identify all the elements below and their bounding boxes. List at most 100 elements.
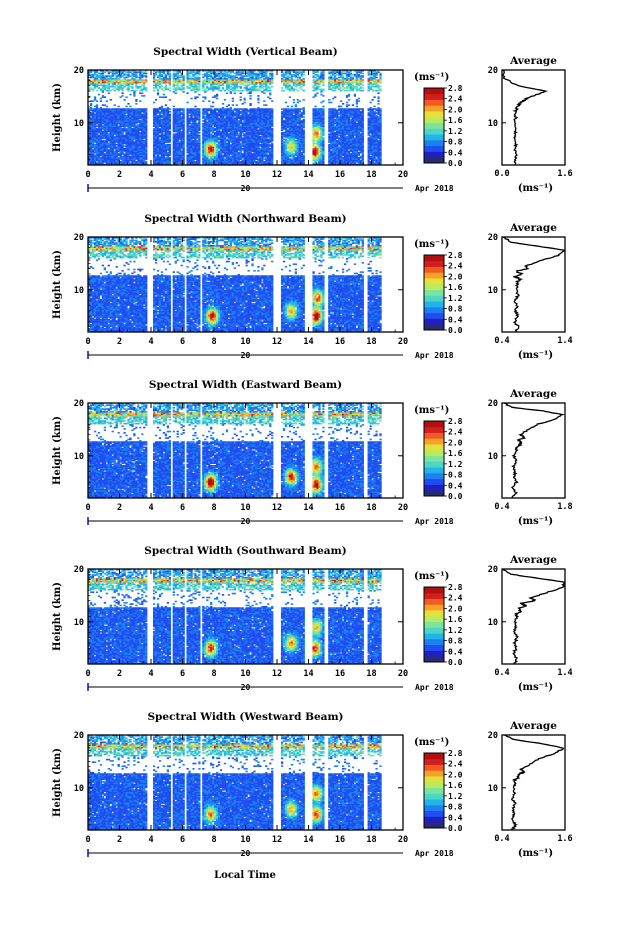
heatmap-cell <box>98 79 100 81</box>
heatmap-cell <box>226 143 228 145</box>
heatmap-cell <box>94 77 96 79</box>
heatmap-cell <box>194 108 196 110</box>
heatmap-cell <box>155 156 157 158</box>
heatmap-cell <box>157 115 159 117</box>
heatmap-cell <box>220 131 222 133</box>
heatmap-cell <box>135 90 137 92</box>
heatmap-cell <box>186 86 188 88</box>
heatmap-cell <box>183 91 185 93</box>
heatmap-cell <box>218 108 220 110</box>
heatmap-cell <box>198 77 200 79</box>
heatmap-cell <box>102 108 104 110</box>
heatmap-cell <box>94 154 96 156</box>
heatmap-cell <box>114 104 116 106</box>
heatmap-cell <box>139 90 141 92</box>
heatmap-cell <box>194 71 196 73</box>
heatmap-cell <box>190 77 192 79</box>
heatmap-cell <box>102 104 104 106</box>
heatmap-cell <box>161 74 163 76</box>
heatmap-cell <box>169 114 171 116</box>
heatmap-cell <box>90 87 92 89</box>
heatmap-cell <box>212 127 214 129</box>
heatmap-cell <box>155 79 157 81</box>
heatmap-cell <box>104 96 106 98</box>
heatmap-cell <box>121 92 123 94</box>
heatmap-cell <box>121 75 123 77</box>
heatmap-title: Spectral Width (Vertical Beam) <box>153 46 337 58</box>
heatmap-cell <box>94 106 96 108</box>
heatmap-cell <box>125 108 127 110</box>
heatmap-cell <box>228 108 230 110</box>
heatmap-cell <box>123 86 125 88</box>
heatmap-cell <box>157 92 159 94</box>
heatmap-cell <box>188 87 190 89</box>
heatmap-cell <box>100 88 102 90</box>
heatmap-cell <box>216 86 218 88</box>
heatmap-cell <box>90 103 92 105</box>
heatmap-cell <box>198 132 200 134</box>
heatmap-cell <box>129 86 131 88</box>
heatmap-cell <box>135 125 137 127</box>
heatmap-cell <box>120 79 122 81</box>
heatmap-cell <box>98 73 100 75</box>
heatmap-cell <box>123 73 125 75</box>
heatmap-cell <box>100 157 102 159</box>
heatmap-cell <box>153 128 155 130</box>
heatmap-cell <box>121 108 123 110</box>
heatmap-cell <box>181 131 183 133</box>
heatmap-cell <box>104 71 106 73</box>
heatmap-cell <box>163 108 165 110</box>
heatmap-cell <box>228 90 230 92</box>
heatmap-cell <box>190 108 192 110</box>
heatmap-cell <box>165 144 167 146</box>
heatmap-cell <box>226 92 228 94</box>
heatmap-cell <box>137 71 139 73</box>
heatmap-cell <box>127 108 129 110</box>
heatmap-cell <box>159 156 161 158</box>
heatmap-cell <box>137 77 139 79</box>
heatmap-cell <box>194 161 196 163</box>
heatmap-cell <box>204 96 206 98</box>
heatmap-cell <box>104 75 106 77</box>
heatmap-cell <box>222 107 224 109</box>
heatmap-cell <box>208 78 210 80</box>
heatmap-cell <box>196 123 198 125</box>
heatmap-cell <box>167 78 169 80</box>
heatmap-cell <box>141 74 143 76</box>
heatmap-cell <box>139 132 141 134</box>
heatmap-cell <box>108 75 110 77</box>
heatmap-cell <box>163 133 165 135</box>
heatmap-cell <box>188 75 190 77</box>
heatmap-cell <box>175 78 177 80</box>
heatmap-cell <box>192 108 194 110</box>
heatmap-cell <box>169 157 171 159</box>
heatmap-cell <box>161 88 163 90</box>
heatmap-cell <box>96 74 98 76</box>
heatmap-cell <box>108 133 110 135</box>
heatmap-cell <box>92 149 94 151</box>
heatmap-cell <box>123 153 125 155</box>
heatmap-cell <box>202 108 204 110</box>
heatmap-cell <box>196 108 198 110</box>
heatmap-cell <box>116 87 118 89</box>
heatmap-cell <box>139 86 141 88</box>
heatmap-cell <box>98 135 100 137</box>
heatmap-cell <box>214 95 216 97</box>
heatmap-cell <box>183 75 185 77</box>
heatmap-cell <box>188 118 190 120</box>
heatmap-cell <box>218 150 220 152</box>
heatmap-cell <box>129 79 131 81</box>
heatmap-cell <box>218 137 220 139</box>
heatmap-cell <box>181 112 183 114</box>
heatmap-cell <box>224 108 226 110</box>
heatmap-cell <box>116 147 118 149</box>
heatmap-cell <box>167 144 169 146</box>
heatmap-cell <box>114 86 116 88</box>
heatmap-cell <box>169 90 171 92</box>
heatmap-cell <box>198 108 200 110</box>
heatmap-cell <box>137 86 139 88</box>
heatmap-cell <box>173 106 175 108</box>
heatmap-cell <box>173 133 175 135</box>
heatmap-cell <box>96 125 98 127</box>
heatmap-cell <box>143 95 145 97</box>
